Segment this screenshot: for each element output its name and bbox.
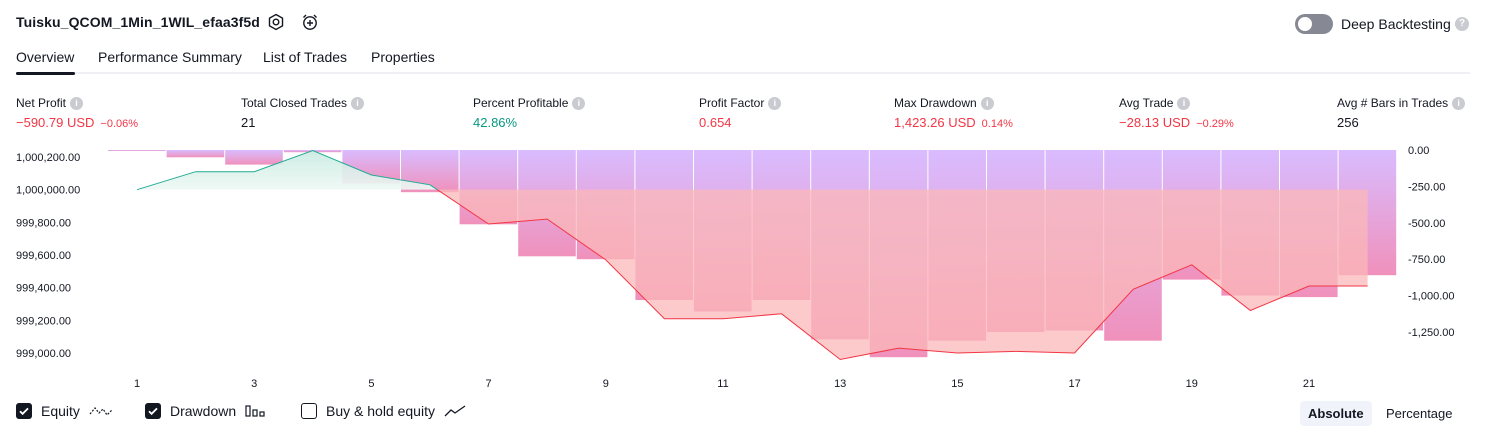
drawdown-bar bbox=[225, 150, 283, 165]
equity-positive-line bbox=[136, 149, 438, 191]
right-axis-ticks: 0.00 -250.00 -500.00 -750.00 -1,000.00 -1,250… bbox=[1408, 145, 1454, 339]
deep-backtesting-label: Deep Backtesting bbox=[1341, 16, 1451, 32]
deep-backtesting-help-icon[interactable]: ? bbox=[1455, 17, 1469, 31]
metric-percent: −0.29% bbox=[1196, 118, 1234, 130]
metric-net-profit: Net Profit i −590.79 USD −0.06% bbox=[16, 94, 138, 130]
x-axis-tick: 1 bbox=[134, 378, 140, 390]
buy-hold-line-icon bbox=[444, 405, 466, 417]
metric-percent: 0.14% bbox=[981, 118, 1013, 130]
right-axis-tick: -250.00 bbox=[1408, 181, 1445, 193]
metric-value: 0.654 bbox=[699, 115, 732, 130]
tab-properties[interactable]: Properties bbox=[371, 49, 435, 65]
metric-avg-trade: Avg Trade i −28.13 USD −0.29% bbox=[1119, 94, 1234, 130]
metric-value: 256 bbox=[1337, 115, 1359, 130]
left-axis-tick: 1,000,200.00 bbox=[16, 152, 80, 164]
metric-max-drawdown: Max Drawdown i 1,423.26 USD 0.14% bbox=[894, 94, 1013, 130]
percentage-view-button[interactable]: Percentage bbox=[1386, 406, 1453, 421]
drawdown-bar bbox=[108, 150, 166, 151]
x-axis-tick: 19 bbox=[1186, 378, 1198, 390]
left-axis-tick: 999,400.00 bbox=[16, 283, 71, 295]
metric-avg-bars-in-trades: Avg # Bars in Trades i 256 bbox=[1337, 94, 1466, 130]
equity-negative-line bbox=[437, 189, 1368, 361]
equity-drawdown-chart: 1,000,200.00 1,000,000.00 999,800.00 999,60… bbox=[16, 145, 1454, 390]
right-axis-tick: -750.00 bbox=[1408, 254, 1445, 266]
right-axis-tick: -1,250.00 bbox=[1408, 327, 1454, 339]
x-axis-tick: 7 bbox=[486, 378, 492, 390]
drawdown-bar bbox=[166, 150, 225, 158]
help-icon[interactable]: i bbox=[1452, 96, 1466, 110]
metric-value: −28.13 USD bbox=[1119, 115, 1191, 130]
tab-overview[interactable]: Overview bbox=[16, 49, 75, 65]
x-axis-tick: 21 bbox=[1303, 378, 1315, 390]
metric-value: 1,423.26 USD bbox=[894, 115, 976, 130]
help-icon[interactable]: i bbox=[980, 96, 994, 110]
metric-label: Percent Profitable bbox=[473, 96, 569, 110]
equity-label: Equity bbox=[41, 403, 80, 419]
equity-line-icon bbox=[89, 407, 113, 416]
right-axis-tick: -500.00 bbox=[1408, 218, 1445, 230]
x-axis-tick: 3 bbox=[251, 378, 257, 390]
left-axis-tick: 999,000.00 bbox=[16, 348, 71, 360]
tab-list-of-trades[interactable]: List of Trades bbox=[263, 49, 348, 65]
metric-profit-factor: Profit Factor i 0.654 bbox=[699, 94, 782, 130]
help-icon[interactable]: i bbox=[351, 96, 365, 110]
x-axis-tick: 11 bbox=[717, 378, 728, 390]
legend-drawdown[interactable]: Drawdown bbox=[145, 403, 266, 419]
right-axis-tick: -1,000.00 bbox=[1408, 291, 1454, 303]
help-icon[interactable]: i bbox=[1177, 96, 1191, 110]
buy-hold-label: Buy & hold equity bbox=[326, 403, 435, 419]
x-axis-tick: 5 bbox=[368, 378, 374, 390]
equity-checkbox[interactable] bbox=[16, 403, 32, 419]
metric-value: −590.79 USD bbox=[16, 115, 95, 130]
buy-hold-checkbox[interactable] bbox=[301, 403, 317, 419]
right-axis-tick: 0.00 bbox=[1408, 145, 1429, 157]
x-axis-ticks: 1 3 5 7 9 11 13 15 17 19 21 bbox=[134, 378, 1315, 390]
metric-percent-profitable: Percent Profitable i 42.86% bbox=[473, 94, 586, 130]
left-axis-tick: 999,200.00 bbox=[16, 315, 71, 327]
drawdown-bars-icon bbox=[245, 405, 265, 417]
drawdown-checkbox[interactable] bbox=[145, 403, 161, 419]
legend-equity[interactable]: Equity bbox=[16, 403, 114, 419]
x-axis-tick: 15 bbox=[951, 378, 963, 390]
check-icon bbox=[19, 407, 29, 416]
strategy-title: Tuisku_QCOM_1Min_1WIL_efaa3f5d bbox=[16, 14, 260, 30]
metric-percent: −0.06% bbox=[100, 118, 139, 130]
x-axis-tick: 17 bbox=[1068, 378, 1080, 390]
metric-value: 21 bbox=[241, 115, 256, 130]
equity-series bbox=[136, 149, 1368, 361]
absolute-view-button[interactable]: Absolute bbox=[1300, 401, 1372, 426]
metric-value: 42.86% bbox=[473, 115, 518, 130]
help-icon[interactable]: i bbox=[70, 96, 84, 110]
left-axis-tick: 1,000,000.00 bbox=[16, 185, 80, 197]
check-icon bbox=[148, 407, 158, 416]
metric-label: Avg Trade bbox=[1119, 96, 1174, 110]
equity-positive-area bbox=[137, 150, 438, 190]
tabs-divider bbox=[16, 72, 1470, 74]
metric-label: Profit Factor bbox=[699, 96, 765, 110]
metric-label: Max Drawdown bbox=[894, 96, 977, 110]
metric-label: Avg # Bars in Trades bbox=[1337, 96, 1449, 110]
tab-performance-summary[interactable]: Performance Summary bbox=[98, 49, 242, 65]
left-axis-ticks: 1,000,200.00 1,000,000.00 999,800.00 999,60… bbox=[16, 152, 80, 360]
left-axis-tick: 999,600.00 bbox=[16, 250, 71, 262]
add-alert-icon[interactable] bbox=[300, 12, 320, 32]
drawdown-label: Drawdown bbox=[170, 403, 237, 419]
help-icon[interactable]: i bbox=[768, 96, 782, 110]
toggle-knob bbox=[1298, 17, 1312, 31]
metric-label: Net Profit bbox=[16, 96, 67, 110]
active-tab-indicator bbox=[16, 72, 75, 75]
x-axis-tick: 9 bbox=[603, 378, 609, 390]
metric-label: Total Closed Trades bbox=[241, 96, 348, 110]
help-icon[interactable]: i bbox=[572, 96, 586, 110]
legend-buy-hold-equity[interactable]: Buy & hold equity bbox=[301, 403, 467, 419]
x-axis-tick: 13 bbox=[834, 378, 846, 390]
equity-negative-area bbox=[437, 189, 1368, 360]
settings-gear-icon[interactable] bbox=[266, 12, 286, 32]
left-axis-tick: 999,800.00 bbox=[16, 217, 71, 229]
deep-backtesting-toggle[interactable] bbox=[1295, 14, 1333, 34]
metric-total-closed-trades: Total Closed Trades i 21 bbox=[241, 94, 365, 130]
